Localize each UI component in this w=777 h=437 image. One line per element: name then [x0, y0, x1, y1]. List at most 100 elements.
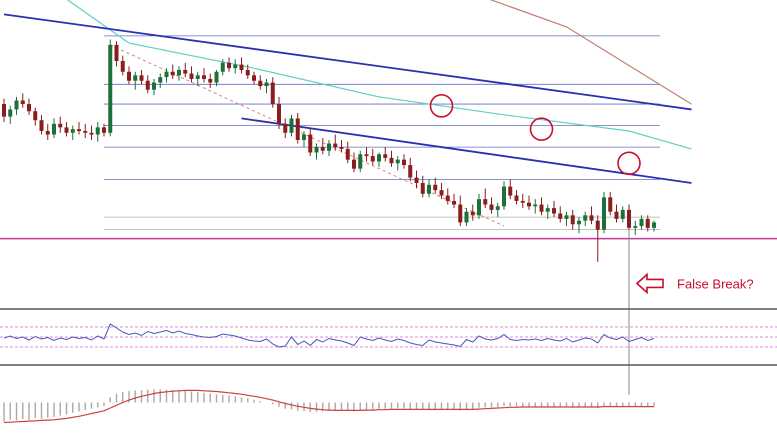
candle-body-83: [520, 200, 525, 203]
candle-body-101: [633, 226, 638, 228]
candle-body-18: [114, 44, 119, 61]
candle-body-54: [339, 147, 344, 149]
candle-body-65: [408, 165, 413, 178]
candle-body-59: [370, 156, 375, 162]
highlight-circle-2: [617, 151, 641, 176]
candle-body-21: [133, 75, 138, 81]
candle-body-96: [602, 197, 606, 230]
candle-body-69: [433, 184, 438, 191]
candle-body-26: [164, 71, 169, 78]
candle-body-46: [289, 118, 294, 133]
candle-body-23: [145, 80, 150, 90]
oscillator-panel: [0, 323, 777, 348]
candle-body-8: [52, 123, 56, 135]
left-arrow-icon: [635, 272, 664, 295]
candle-body-41: [258, 80, 263, 87]
candle-body-22: [139, 75, 144, 81]
candle-body-99: [620, 209, 625, 219]
candle-body-9: [58, 123, 63, 128]
candle-body-31: [195, 75, 200, 79]
candle-body-62: [389, 157, 394, 164]
trendline-2: [110, 44, 505, 227]
candle-body-28: [177, 69, 181, 76]
candle-body-33: [208, 78, 213, 83]
candle-body-72: [452, 200, 456, 205]
candle-body-97: [608, 197, 613, 212]
candle-body-27: [170, 71, 175, 76]
candle-body-47: [295, 118, 300, 140]
candle-body-34: [214, 71, 219, 83]
candle-body-50: [314, 147, 319, 153]
candle-body-87: [545, 208, 550, 212]
candle-body-67: [420, 183, 425, 194]
candle-body-75: [470, 211, 475, 216]
price-panel: [0, 0, 777, 395]
candle-body-3: [20, 100, 25, 105]
candle-body-14: [89, 132, 94, 135]
candle-body-94: [589, 215, 594, 221]
candle-body-38: [239, 64, 244, 70]
moving-average-1: [66, 0, 692, 150]
candle-body-7: [45, 130, 50, 135]
candle-body-15: [95, 127, 100, 135]
candle-body-29: [183, 69, 188, 74]
candle-body-91: [570, 215, 575, 225]
macd-signal-line: [3, 389, 654, 424]
candle-body-6: [39, 120, 44, 131]
candle-body-20: [127, 71, 131, 81]
highlight-circle-1: [529, 117, 554, 141]
candle-body-49: [308, 134, 313, 153]
candle-body-24: [152, 82, 156, 90]
candle-body-95: [595, 220, 600, 230]
candle-body-37: [233, 64, 238, 69]
candle-body-52: [327, 143, 331, 151]
candle-body-43: [270, 82, 275, 105]
trendline-0: [3, 13, 692, 111]
candle-body-45: [283, 123, 288, 133]
candle-body-80: [502, 186, 506, 207]
candle-body-64: [402, 159, 406, 166]
candle-body-1: [8, 109, 13, 117]
candle-body-32: [202, 75, 206, 79]
candle-body-93: [583, 215, 588, 221]
candle-body-71: [445, 195, 450, 201]
candle-body-84: [527, 202, 531, 207]
candle-body-56: [352, 159, 356, 169]
candle-body-89: [558, 213, 563, 219]
candle-body-13: [83, 130, 88, 133]
candle-body-60: [377, 154, 381, 162]
candle-body-79: [495, 206, 500, 210]
candle-body-78: [489, 204, 494, 210]
candle-body-68: [427, 184, 431, 194]
candle-body-48: [302, 134, 306, 140]
candle-body-40: [252, 75, 256, 81]
candle-body-61: [383, 154, 388, 158]
candle-body-104: [652, 222, 656, 228]
candle-body-58: [364, 154, 369, 157]
macd-panel: [3, 389, 655, 424]
false-break-label: False Break?: [677, 276, 754, 291]
highlight-circle-0: [429, 94, 454, 118]
candle-body-30: [189, 73, 194, 79]
candle-body-57: [358, 154, 363, 169]
moving-average-0: [489, 0, 692, 105]
candle-body-51: [320, 147, 325, 151]
candle-body-53: [333, 143, 338, 148]
oscillator-line: [3, 323, 655, 348]
candle-body-103: [645, 218, 650, 228]
candle-body-88: [552, 208, 556, 214]
candle-body-10: [64, 127, 69, 133]
candle-body-81: [508, 186, 513, 196]
candle-body-77: [483, 199, 488, 205]
candle-body-55: [345, 148, 350, 160]
candle-body-12: [77, 129, 81, 131]
candle-body-102: [639, 218, 644, 227]
candle-body-11: [70, 129, 75, 133]
candle-body-63: [395, 159, 400, 164]
candle-body-73: [458, 204, 463, 223]
candle-body-0: [2, 104, 6, 117]
candle-body-100: [627, 209, 631, 228]
candle-body-17: [108, 44, 113, 133]
candle-body-4: [27, 104, 31, 112]
candle-body-2: [14, 100, 19, 110]
